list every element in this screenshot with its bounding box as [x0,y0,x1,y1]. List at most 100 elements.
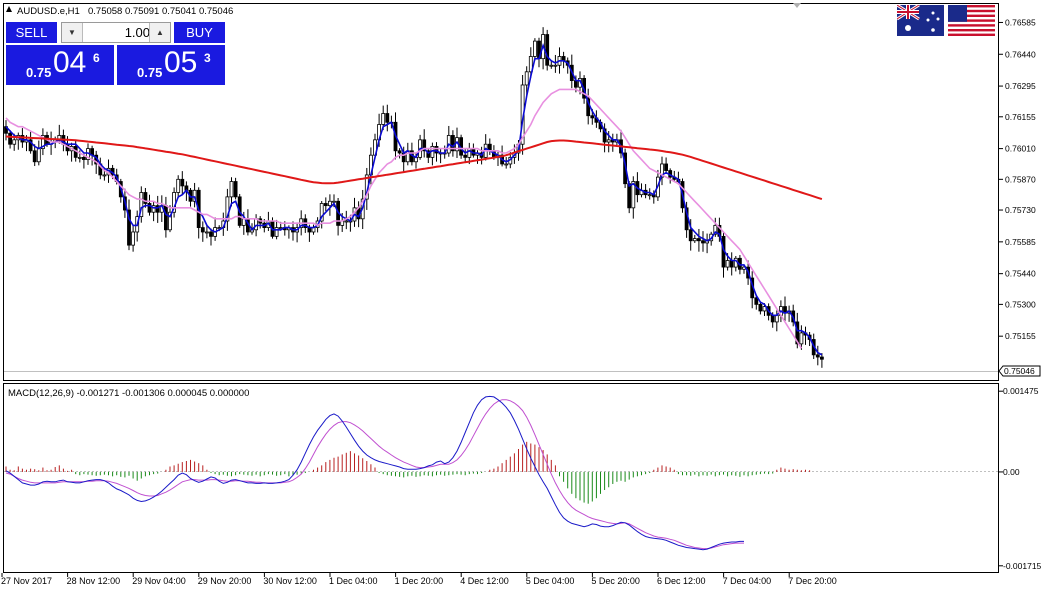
candle-body [463,154,468,158]
candle-body [168,211,172,231]
one-click-trading-panel: SELL ▼ ▲ BUY 0.75 04 6 0.75 05 3 [6,22,225,85]
price-axis-label: 0.76295 [1005,81,1036,91]
ohlc-values: 0.75058 0.75091 0.75041 0.75046 [88,6,233,17]
price-axis: 0.76585 0.76440 0.76295 0.76155 0.76010 0.758… [999,17,1036,341]
time-axis-label: 4 Dec 12:00 [460,576,509,586]
candle-body [820,356,824,360]
australia-flag-icon [897,5,944,36]
time-axis-label: 7 Dec 04:00 [723,576,772,586]
buy-price-button[interactable]: 0.75 05 3 [117,45,225,85]
candle-body [762,306,767,312]
sell-button[interactable]: SELL [6,22,57,43]
time-axis-label: 29 Nov 04:00 [132,576,186,586]
candle-body [799,332,804,345]
symbol-collapse-icon[interactable] [6,6,12,12]
candle-body [688,229,693,242]
candle-body [225,196,230,222]
symbol-label: AUDUSD.e,H1 [17,6,80,17]
candle-body [524,71,529,86]
candle-body [701,240,705,244]
ma-slow-line [5,135,823,201]
buy-price-big: 05 [164,46,198,79]
candle-body [664,163,668,171]
candle-body [200,227,205,233]
volume-increase-icon[interactable]: ▲ [149,23,170,42]
candle-body [176,178,181,193]
macd-label: MACD(12,26,9) -0.001271 -0.001306 0.0000… [8,388,249,399]
macd-signal-line [5,399,744,550]
macd-axis-label: 0.00 [1003,467,1020,477]
macd-panel-frame [3,383,999,573]
price-axis-label: 0.76155 [1005,112,1036,122]
price-panel-frame [3,3,999,381]
candle-body [434,146,439,154]
candle-body [155,205,160,213]
candle-body [574,80,578,88]
candle-body [602,128,607,143]
sell-price-prefix: 0.75 [26,65,52,80]
ma-fast-line [5,43,823,356]
candle-body [725,260,730,268]
candle-body [385,113,390,123]
candle-body [36,148,41,163]
candle-body [32,150,37,163]
candle-body [41,135,45,150]
candle-body [82,156,86,160]
volume-decrease-icon[interactable]: ▼ [62,23,83,42]
candle-body [713,224,718,235]
price-axis-label: 0.76010 [1005,144,1036,154]
price-axis-label: 0.75870 [1005,174,1036,184]
candle-body [545,34,550,66]
macd-axis-label: 0.001475 [1003,386,1039,396]
candle-body [533,40,537,57]
time-axis-label: 1 Dec 04:00 [329,576,378,586]
candle-body [209,231,213,237]
macd-axis-label: -0.001715 [1003,561,1042,571]
candle-body [754,297,759,305]
candle-body [729,260,734,268]
volume-input[interactable] [86,24,152,41]
price-axis-label: 0.75300 [1005,299,1036,309]
candle-body [233,181,238,198]
candle-body [774,314,779,323]
candle-body [229,181,234,198]
candle-body [77,156,82,159]
candle-body [4,126,8,134]
candle-body [319,203,324,222]
time-axis-label: 28 Nov 12:00 [67,576,121,586]
candle-body [553,64,558,67]
volume-stepper: ▼ ▲ [61,22,171,43]
price-axis-label: 0.76585 [1005,17,1036,27]
moving-averages-group [5,43,823,356]
candle-body [151,205,156,213]
candle-body [590,115,595,119]
time-axis-label: 7 Dec 20:00 [788,576,837,586]
price-axis-label: 0.76440 [1005,49,1036,59]
candle-body [127,209,131,246]
candle-body [12,139,17,145]
current-price-text: 0.75046 [1004,366,1035,376]
candle-body [697,238,701,242]
time-axis-label: 1 Dec 20:00 [395,576,444,586]
candle-body [549,64,554,67]
price-axis-label: 0.75585 [1005,237,1036,247]
candle-body [795,321,800,345]
sell-price-button[interactable]: 0.75 04 6 [6,45,114,85]
price-axis-label: 0.75155 [1005,331,1036,341]
usa-flag-icon [948,5,995,36]
buy-button[interactable]: BUY [174,22,225,43]
candle-body [102,174,107,177]
candle-body [8,132,13,145]
candle-body [397,150,402,154]
candle-body [426,150,431,158]
buy-price-prefix: 0.75 [137,65,163,80]
candle-body [254,218,259,231]
time-axis-label: 5 Dec 20:00 [591,576,640,586]
shift-marker-icon[interactable] [793,3,801,8]
currency-flags [897,5,995,36]
candle-body [450,135,455,152]
candle-body [627,183,632,209]
candle-body [631,181,636,209]
